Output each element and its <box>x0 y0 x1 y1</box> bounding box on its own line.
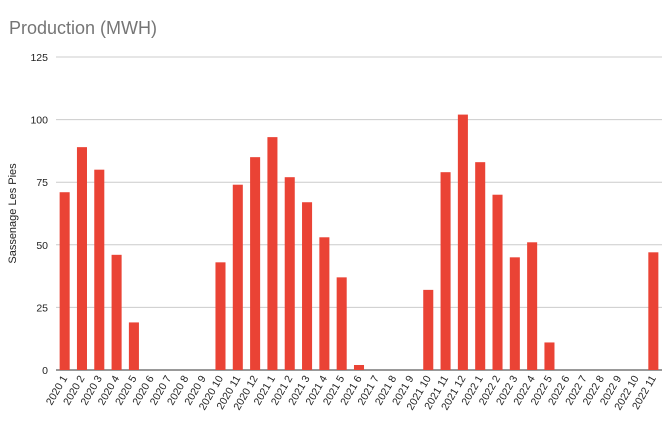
bar <box>284 177 295 370</box>
bar <box>440 172 451 370</box>
bar <box>336 277 347 370</box>
bar <box>94 169 105 370</box>
bar <box>492 194 503 370</box>
y-tick-label: 25 <box>36 302 48 314</box>
bar <box>353 364 365 370</box>
bar <box>250 157 261 370</box>
y-tick-label: 0 <box>42 365 48 377</box>
bar <box>232 184 243 370</box>
bar <box>128 322 139 370</box>
bar <box>509 257 520 370</box>
bar <box>527 242 538 370</box>
y-tick-label: 100 <box>30 115 48 127</box>
bar <box>59 192 70 370</box>
bar <box>457 114 468 370</box>
chart-title: Production (MWH) <box>9 18 158 38</box>
bar <box>215 262 226 370</box>
bar <box>544 342 555 370</box>
y-tick-label: 75 <box>36 177 48 189</box>
bar <box>475 162 486 370</box>
bar <box>111 254 122 370</box>
bar <box>648 252 659 370</box>
y-axis-title: Sassenage Les Pies <box>7 163 19 264</box>
bar <box>319 237 330 370</box>
bar <box>302 202 313 370</box>
bar <box>423 289 434 370</box>
y-tick-label: 125 <box>30 52 48 64</box>
y-tick-label: 50 <box>36 240 48 252</box>
bar <box>267 137 278 370</box>
bar <box>76 147 87 370</box>
